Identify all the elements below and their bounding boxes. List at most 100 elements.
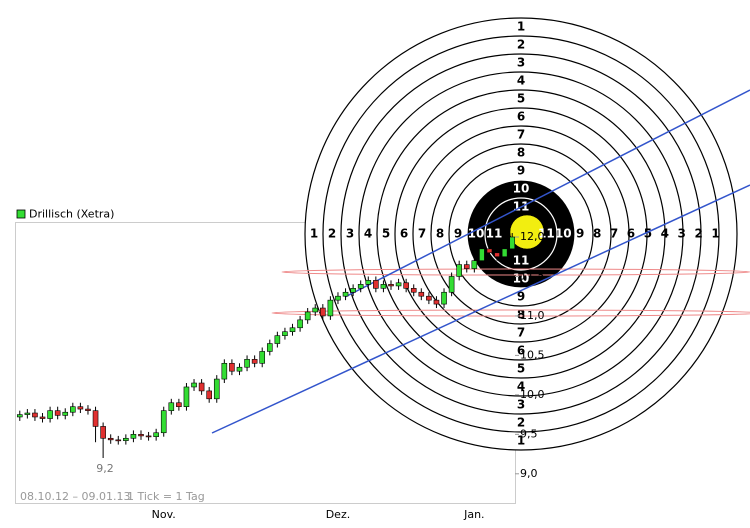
candle-body bbox=[388, 284, 394, 287]
x-tick-label: Dez. bbox=[326, 508, 351, 521]
candle-body bbox=[380, 284, 387, 289]
candle-body bbox=[206, 390, 212, 400]
ring-label: 8 bbox=[593, 227, 601, 241]
candle-body bbox=[213, 378, 220, 400]
candle-body bbox=[138, 434, 144, 437]
candle-body bbox=[244, 359, 250, 368]
ring-label: 8 bbox=[436, 227, 444, 241]
ring-label: 5 bbox=[517, 92, 525, 106]
candle-body bbox=[395, 282, 402, 287]
ring-label: 6 bbox=[517, 110, 525, 124]
candle-body bbox=[365, 280, 372, 285]
candle-body bbox=[463, 264, 470, 269]
candle-body bbox=[410, 288, 417, 293]
y-tick-label: 10,5 bbox=[520, 348, 545, 361]
ring-label: 7 bbox=[517, 128, 525, 142]
y-tick-label: 12,0 bbox=[520, 230, 545, 243]
ring-label: 3 bbox=[517, 56, 525, 70]
candle-body bbox=[501, 248, 508, 258]
candle-body bbox=[448, 276, 455, 293]
ring-label: 6 bbox=[400, 227, 408, 241]
ring-label: 4 bbox=[517, 74, 525, 88]
ring-label: 4 bbox=[661, 227, 669, 241]
candle-body bbox=[39, 416, 46, 419]
ring-label: 3 bbox=[678, 227, 686, 241]
ring-label: 5 bbox=[382, 227, 390, 241]
candle-body bbox=[441, 291, 447, 305]
candle-body bbox=[433, 299, 440, 305]
ring-label: 2 bbox=[517, 416, 525, 430]
candle-body bbox=[145, 435, 152, 438]
candle-body bbox=[304, 311, 311, 321]
ring-label: 6 bbox=[627, 227, 635, 241]
ring-label: 9 bbox=[576, 227, 584, 241]
ring-label: 9 bbox=[517, 290, 525, 304]
ring-label: 9 bbox=[454, 227, 462, 241]
y-tick-label: 11,0 bbox=[520, 309, 545, 322]
candle-body bbox=[47, 410, 53, 419]
ring-label: 7 bbox=[610, 227, 618, 241]
trend-line bbox=[344, 89, 750, 298]
ring-label: 8 bbox=[517, 308, 525, 322]
ring-label: 6 bbox=[517, 344, 525, 358]
y-tick-label: 11,5 bbox=[520, 269, 545, 282]
candle-body bbox=[289, 327, 296, 333]
candle-body bbox=[107, 437, 114, 441]
legend-label: Drillisch (Xetra) bbox=[29, 208, 114, 221]
y-tick-label: 9,0 bbox=[520, 467, 538, 480]
ring-label: 5 bbox=[644, 227, 652, 241]
target-center bbox=[509, 214, 545, 250]
candle-body bbox=[236, 366, 243, 372]
legend-swatch bbox=[16, 209, 26, 219]
candle-body bbox=[456, 264, 462, 277]
candle-body bbox=[168, 402, 175, 411]
candle-body bbox=[297, 319, 303, 329]
ring-label: 11 bbox=[513, 254, 530, 268]
ring-label: 9 bbox=[517, 164, 525, 178]
candle-body bbox=[373, 280, 379, 289]
candle-body bbox=[32, 412, 38, 418]
candle-body bbox=[16, 414, 23, 418]
candle-body bbox=[282, 331, 288, 336]
candle-body bbox=[191, 382, 197, 388]
candle-body bbox=[115, 439, 122, 442]
y-tick-label: 9,5 bbox=[520, 427, 538, 440]
ring-label: 4 bbox=[517, 380, 525, 394]
candle-body bbox=[62, 411, 69, 416]
ring-label: 10 bbox=[468, 227, 485, 241]
candle-body bbox=[320, 307, 326, 317]
ring-label: 7 bbox=[418, 227, 426, 241]
plot: 9,0 9,5 10,0 10,5 11,0 11,5 12,0 Nov. Dez. Jan. bbox=[16, 230, 545, 521]
ring-label: 5 bbox=[517, 362, 525, 376]
candle-body bbox=[357, 284, 364, 289]
candle-body bbox=[266, 343, 273, 352]
candle-body bbox=[342, 291, 349, 297]
candle-body bbox=[92, 410, 99, 427]
ring-label: 10 bbox=[513, 182, 530, 196]
candle-body bbox=[153, 432, 159, 437]
candle-body bbox=[494, 252, 500, 258]
candle-body bbox=[160, 410, 167, 434]
ring-label: 1 bbox=[310, 227, 318, 241]
low-annotation: 9,2 bbox=[96, 462, 114, 475]
candle-body bbox=[471, 260, 478, 269]
candle-body bbox=[418, 291, 425, 297]
footer-note: 1 Tick = 1 Tag bbox=[127, 490, 205, 503]
candle-body bbox=[312, 307, 319, 313]
candle-body bbox=[85, 408, 91, 411]
candle-body bbox=[259, 351, 266, 364]
candle-body bbox=[24, 412, 31, 415]
candle-body bbox=[251, 359, 258, 364]
ring-label: 10 bbox=[555, 227, 572, 241]
candle-body bbox=[198, 382, 205, 392]
ring-label: 3 bbox=[346, 227, 354, 241]
ring-label: 7 bbox=[517, 326, 525, 340]
overlay bbox=[211, 89, 750, 434]
candle-body bbox=[509, 236, 516, 250]
y-tick-label: 10,0 bbox=[520, 388, 545, 401]
candle-body bbox=[77, 406, 84, 410]
candle-body bbox=[123, 437, 129, 441]
ring-label: 11 bbox=[538, 227, 555, 241]
